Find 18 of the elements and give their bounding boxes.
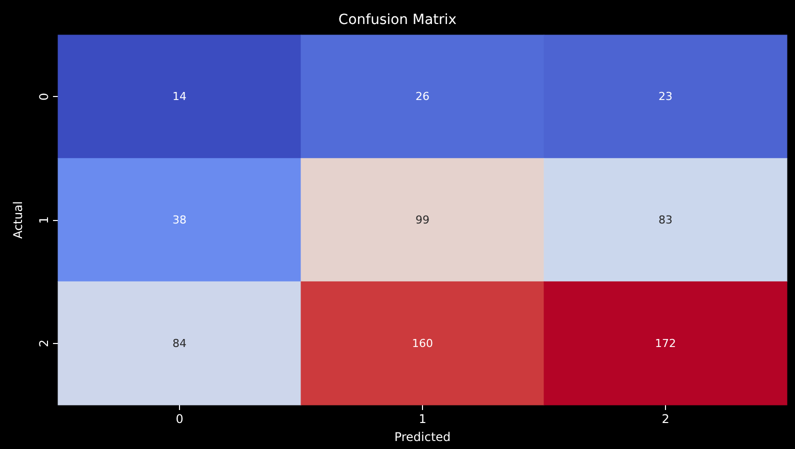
data-label: 23	[658, 90, 672, 104]
data-label: 83	[658, 214, 672, 226]
chart-title: Confusion Matrix	[338, 12, 457, 28]
data-label: 26	[416, 90, 430, 104]
y-tick-label: 2	[37, 340, 51, 348]
y-tick-label: 1	[37, 216, 51, 224]
y-axis-title: Actual	[11, 201, 25, 239]
data-label: 172	[655, 336, 676, 350]
y-tick-label: 0	[37, 92, 51, 100]
x-tick-label: 0	[176, 412, 184, 426]
data-label: 160	[412, 336, 433, 350]
x-tick-label: 1	[418, 412, 426, 426]
data-label: 84	[172, 336, 186, 350]
data-label: 38	[172, 214, 186, 226]
data-label: 99	[416, 214, 430, 226]
x-axis-title: Predicted	[394, 430, 451, 444]
data-label: 14	[172, 90, 186, 104]
x-tick-label: 2	[662, 412, 670, 426]
